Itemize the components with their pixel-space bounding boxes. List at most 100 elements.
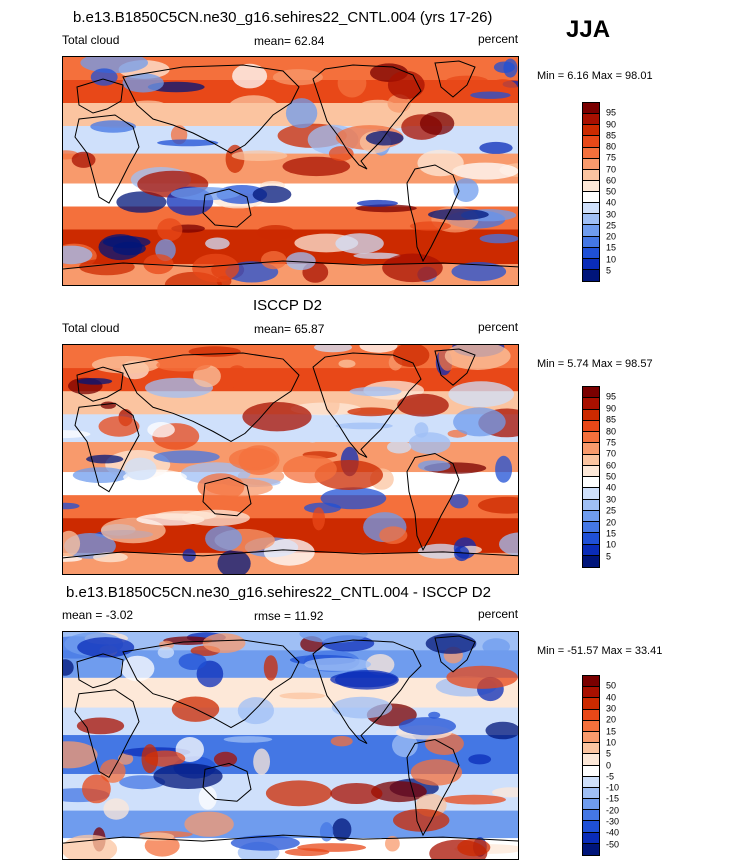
field-contour-blob: [237, 697, 274, 725]
field-contour-blob: [457, 838, 491, 857]
colorbar-tick-label: 20: [606, 231, 617, 242]
field-contour-blob: [86, 454, 124, 464]
colorbar-tick-label: 50: [606, 680, 617, 691]
field-contour-blob: [205, 525, 243, 552]
field-contour-blob: [283, 455, 337, 484]
field-contour-blob: [109, 723, 182, 731]
field-contour-blob: [428, 711, 441, 719]
field-contour-blob: [80, 57, 148, 74]
colorbar-tick-label: 0: [606, 760, 612, 770]
colorbar-tick-label: 30: [606, 494, 617, 505]
coastline: [406, 739, 460, 837]
colorbar-swatch: [583, 203, 599, 215]
coastline: [202, 762, 252, 802]
field-contour-blob: [256, 225, 295, 240]
colorbar-swatch: [583, 754, 599, 766]
field-contour-blob: [90, 120, 136, 133]
colorbar-swatch: [583, 454, 599, 466]
colorbar-swatch: [583, 765, 599, 777]
panel3-map: [62, 631, 519, 860]
colorbar-swatch: [583, 180, 599, 192]
field-contour-blob: [192, 253, 240, 283]
field-contour-blob: [449, 494, 469, 509]
field-contour-blob: [184, 811, 234, 837]
field-contour-blob: [63, 245, 93, 265]
panel2-units-label: percent: [478, 320, 519, 334]
colorbar-swatch: [583, 544, 599, 556]
panel2-mean-label: mean= 65.87: [254, 322, 325, 336]
field-contour-blob: [470, 91, 511, 99]
colorbar-swatch: [583, 420, 599, 432]
coastline: [63, 834, 518, 844]
field-contour-blob: [359, 345, 398, 353]
field-contour-blob: [419, 111, 455, 135]
field-contour-blob: [331, 696, 393, 719]
field-contour-blob: [478, 496, 518, 514]
field-contour-blob: [230, 835, 300, 851]
colorbar-swatch: [583, 522, 599, 534]
field-contour-blob: [379, 526, 408, 544]
field-contour-blob: [188, 346, 241, 357]
panel1-mean-label: mean= 62.84: [254, 34, 325, 48]
coastline: [122, 64, 300, 154]
field-contour-blob: [454, 546, 470, 562]
colorbar-tick-label: 50: [606, 471, 617, 482]
colorbar-swatch: [583, 843, 599, 855]
field-contour-blob: [442, 794, 506, 805]
field-contour-blob: [444, 345, 511, 370]
colorbar-swatch: [583, 720, 599, 732]
field-contour-blob: [193, 365, 221, 388]
field-contour-blob: [482, 638, 511, 655]
panel2-variable-label: Total cloud: [62, 321, 120, 335]
field-contour-blob: [320, 487, 387, 510]
colorbar-swatch: [583, 555, 599, 567]
field-contour-blob: [98, 416, 140, 437]
field-contour-blob: [231, 150, 288, 161]
colorbar-swatch: [583, 832, 599, 844]
field-contour-blob: [312, 507, 325, 531]
field-contour-blob: [479, 141, 513, 154]
colorbar-tick-label: 40: [606, 692, 617, 703]
field-contour-blob: [198, 786, 217, 810]
field-contour-blob: [157, 139, 219, 147]
field-contour-blob: [63, 659, 74, 676]
field-contour-blob: [493, 61, 515, 73]
field-contour-blob: [387, 440, 412, 454]
field-contour-blob: [446, 665, 518, 689]
coastline: [312, 352, 422, 458]
colorbar-tick-label: 15: [606, 528, 617, 539]
colorbar-tick-label: -10: [606, 782, 620, 793]
field-contour-blob: [495, 455, 513, 483]
coastline: [312, 64, 422, 170]
colorbar-tick-label: 10: [606, 539, 617, 550]
colorbar-swatch: [583, 787, 599, 800]
colorbar-tick-label: 50: [606, 186, 617, 197]
field-contour-blob: [100, 401, 116, 409]
field-contour-blob: [428, 208, 489, 221]
coastline: [76, 366, 124, 402]
colorbar-swatch: [583, 709, 599, 721]
field-contour-blob: [397, 393, 449, 417]
field-contour-blob: [414, 422, 429, 438]
field-contour-blob: [213, 751, 238, 767]
field-contour-blob: [325, 392, 340, 416]
colorbar-tick-label: 5: [606, 265, 612, 276]
field-contour-blob: [392, 733, 418, 758]
colorbar-tick-label: 95: [606, 391, 617, 402]
coastline: [63, 260, 518, 270]
colorbar-swatch: [583, 799, 599, 811]
field-contour-blob: [128, 100, 167, 112]
colorbar-tick-label: 10: [606, 737, 617, 748]
colorbar-swatch: [583, 387, 599, 399]
field-contour-blob: [156, 358, 211, 372]
coastline: [406, 164, 460, 263]
colorbar-swatch: [583, 488, 599, 500]
panel1-colorbar: [582, 102, 600, 282]
coastline: [74, 402, 140, 493]
field-contour-blob: [398, 717, 456, 736]
field-contour-blob: [141, 744, 159, 774]
colorbar-tick-label: 25: [606, 505, 617, 516]
field-contour-blob: [349, 386, 402, 397]
field-contour-blob: [365, 654, 395, 676]
colorbar-tick-label: 90: [606, 119, 617, 129]
